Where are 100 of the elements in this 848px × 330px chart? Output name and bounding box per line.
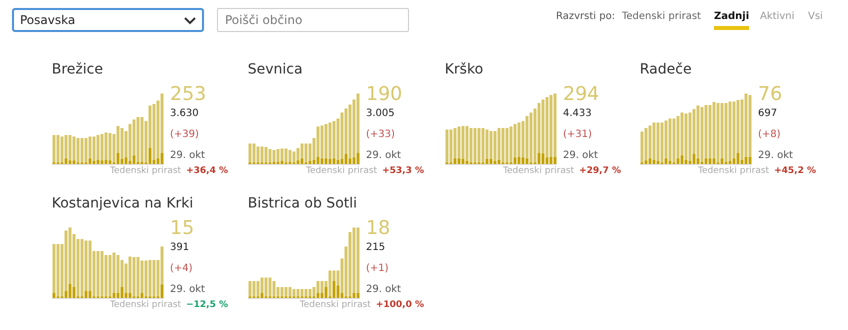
bar xyxy=(696,106,700,158)
text: +53,3 % xyxy=(382,166,424,176)
bar xyxy=(152,260,156,297)
bar xyxy=(356,293,360,298)
bar xyxy=(356,152,360,164)
bar xyxy=(264,147,268,163)
bar xyxy=(136,257,140,297)
bar xyxy=(676,116,680,158)
bar xyxy=(692,154,696,164)
bar xyxy=(656,122,660,162)
bar xyxy=(502,128,504,163)
text: 391 xyxy=(170,242,190,253)
bar xyxy=(640,132,644,163)
bar xyxy=(108,133,112,160)
bar xyxy=(458,126,460,158)
bar xyxy=(486,159,488,164)
chart-title: Sevnica xyxy=(248,62,303,78)
bar xyxy=(348,158,352,164)
bar xyxy=(88,290,92,298)
chart-title: Brežice xyxy=(52,62,103,78)
bar xyxy=(72,160,76,164)
text: Poišči občino xyxy=(217,8,409,32)
text: 15 xyxy=(170,217,194,239)
text: Tedenski prirast xyxy=(110,300,182,310)
bar xyxy=(688,112,692,162)
text: Tedenski prirast xyxy=(698,166,770,176)
text: (+8) xyxy=(758,129,781,140)
bar xyxy=(732,101,736,158)
bar xyxy=(284,148,288,163)
bar xyxy=(120,128,124,160)
bar xyxy=(668,118,672,162)
text: Tedenski prirast xyxy=(503,166,574,176)
bar xyxy=(80,138,84,163)
bar xyxy=(72,136,76,160)
bar xyxy=(708,158,712,164)
bar xyxy=(60,136,64,163)
bar xyxy=(498,160,500,164)
bar xyxy=(680,156,684,164)
bar xyxy=(248,281,252,297)
text: (+31) xyxy=(563,129,592,140)
bar xyxy=(546,158,548,164)
bar xyxy=(644,128,648,160)
chart-title: Bistrica ob Sotli xyxy=(248,196,358,212)
bar xyxy=(550,95,552,157)
bar xyxy=(340,112,344,160)
bar xyxy=(108,160,112,164)
bar xyxy=(490,159,492,164)
bar xyxy=(320,125,324,158)
bar xyxy=(328,159,332,164)
bar xyxy=(462,126,464,160)
text: 29. okt xyxy=(366,284,401,295)
bar xyxy=(454,128,456,158)
bar xyxy=(292,151,296,163)
bar xyxy=(526,158,528,164)
bar xyxy=(514,158,516,164)
bar xyxy=(96,250,100,297)
text: +29,7 % xyxy=(579,166,621,176)
text: Vsi xyxy=(808,11,823,22)
bar xyxy=(96,160,100,164)
text: Posavska xyxy=(12,8,204,32)
bar xyxy=(128,256,132,294)
bar xyxy=(708,104,712,158)
bar xyxy=(96,135,100,160)
text: 29. okt xyxy=(366,150,401,161)
bar xyxy=(100,160,104,164)
bar xyxy=(720,158,724,164)
bar xyxy=(252,144,256,163)
bar xyxy=(352,228,356,294)
bar xyxy=(120,286,124,298)
bar xyxy=(140,293,144,298)
bar xyxy=(466,161,468,164)
bar xyxy=(68,160,72,164)
bar xyxy=(466,126,468,162)
bar xyxy=(64,158,68,164)
bar xyxy=(68,284,72,298)
bar xyxy=(332,121,336,158)
bar xyxy=(68,135,72,160)
bar xyxy=(72,286,76,298)
bar xyxy=(300,288,304,297)
text: 29. okt xyxy=(170,150,205,161)
bar xyxy=(676,158,680,164)
bar xyxy=(136,116,140,162)
bar xyxy=(332,281,336,298)
bar xyxy=(458,158,460,164)
bar xyxy=(728,101,732,162)
bar xyxy=(652,160,656,164)
bar xyxy=(92,136,96,162)
bar xyxy=(470,128,472,163)
bar xyxy=(664,120,668,158)
text: 294 xyxy=(563,83,600,105)
bar xyxy=(684,160,688,164)
bar xyxy=(720,102,724,158)
bar xyxy=(518,122,520,157)
bar xyxy=(104,132,108,160)
bar xyxy=(108,255,112,297)
bar xyxy=(288,150,292,162)
bar xyxy=(272,281,276,297)
bar xyxy=(104,160,108,164)
text: 253 xyxy=(170,83,206,105)
bar xyxy=(446,130,448,163)
